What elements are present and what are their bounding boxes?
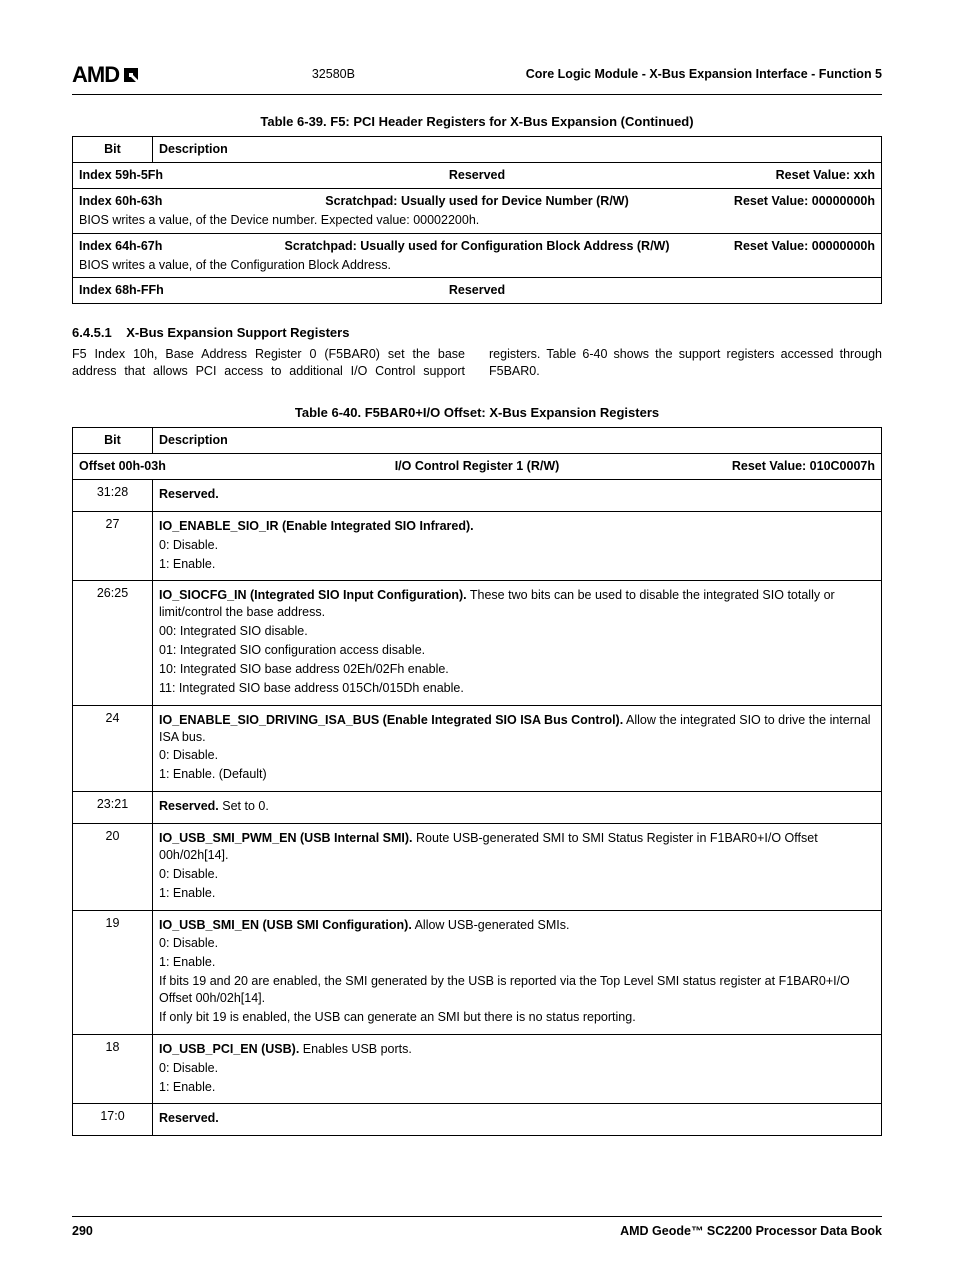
desc-cell: IO_ENABLE_SIO_DRIVING_ISA_BUS (Enable In… <box>153 705 882 792</box>
index-row: Index 60h-63hScratchpad: Usually used fo… <box>73 188 882 233</box>
page-number: 290 <box>72 1223 93 1240</box>
bit-cell: 23:21 <box>73 792 153 824</box>
desc-cell: IO_USB_PCI_EN (USB). Enables USB ports.0… <box>153 1034 882 1104</box>
offset-label: Offset 00h-03h <box>79 459 166 473</box>
offset-title: I/O Control Register 1 (R/W) <box>395 458 560 475</box>
table-40: Bit Description Offset 00h-03h I/O Contr… <box>72 427 882 1136</box>
page-footer: 290 AMD Geode™ SC2200 Processor Data Boo… <box>72 1216 882 1240</box>
desc-cell: IO_USB_SMI_PWM_EN (USB Internal SMI). Ro… <box>153 824 882 911</box>
book-title: AMD Geode™ SC2200 Processor Data Book <box>620 1223 882 1240</box>
desc-cell: Reserved. <box>153 479 882 511</box>
page-header: AMD 32580B Core Logic Module - X-Bus Exp… <box>72 60 882 95</box>
index-row: Index 59h-5FhReservedReset Value: xxh <box>73 163 882 189</box>
logo-arrow-icon <box>121 61 141 91</box>
col-bit: Bit <box>73 428 153 454</box>
bit-cell: 17:0 <box>73 1104 153 1136</box>
index-row: Index 64h-67hScratchpad: Usually used fo… <box>73 233 882 278</box>
desc-cell: Reserved. Set to 0. <box>153 792 882 824</box>
offset-reset: Reset Value: 010C0007h <box>732 458 875 475</box>
bit-cell: 24 <box>73 705 153 792</box>
table-40-caption: Table 6-40. F5BAR0+I/O Offset: X-Bus Exp… <box>72 404 882 422</box>
desc-cell: Reserved. <box>153 1104 882 1136</box>
bit-cell: 20 <box>73 824 153 911</box>
offset-row: Offset 00h-03h I/O Control Register 1 (R… <box>73 454 882 480</box>
bit-cell: 27 <box>73 511 153 581</box>
header-title: Core Logic Module - X-Bus Expansion Inte… <box>526 66 882 83</box>
bit-cell: 26:25 <box>73 581 153 705</box>
desc-cell: IO_ENABLE_SIO_IR (Enable Integrated SIO … <box>153 511 882 581</box>
section-title: X-Bus Expansion Support Registers <box>126 325 349 340</box>
desc-cell: IO_USB_SMI_EN (USB SMI Configuration). A… <box>153 910 882 1034</box>
logo-text: AMD <box>72 60 119 90</box>
desc-cell: IO_SIOCFG_IN (Integrated SIO Input Confi… <box>153 581 882 705</box>
bit-cell: 19 <box>73 910 153 1034</box>
section-body: F5 Index 10h, Base Address Register 0 (F… <box>72 346 882 380</box>
doc-number: 32580B <box>312 66 355 83</box>
col-bit: Bit <box>73 137 153 163</box>
section-number: 6.4.5.1 <box>72 325 112 340</box>
col-desc: Description <box>153 137 882 163</box>
section-heading: 6.4.5.1 X-Bus Expansion Support Register… <box>72 324 882 342</box>
table-39: Bit Description Index 59h-5FhReservedRes… <box>72 136 882 304</box>
bit-cell: 31:28 <box>73 479 153 511</box>
bit-cell: 18 <box>73 1034 153 1104</box>
index-row: Index 68h-FFhReserved <box>73 278 882 304</box>
col-desc: Description <box>153 428 882 454</box>
table-39-caption: Table 6-39. F5: PCI Header Registers for… <box>72 113 882 131</box>
amd-logo: AMD <box>72 60 141 90</box>
